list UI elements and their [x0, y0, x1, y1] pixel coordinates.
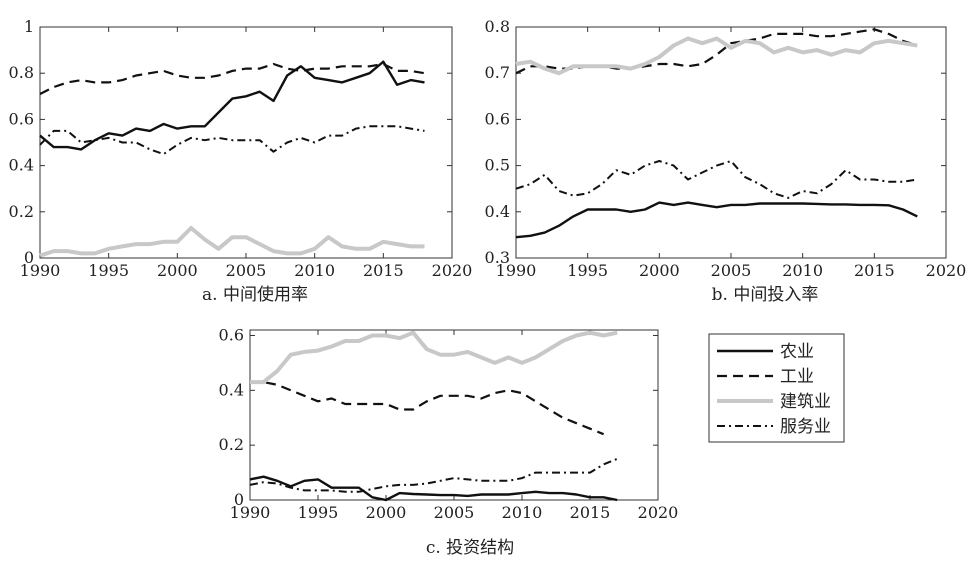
legend-label-4: 服务业 [780, 417, 831, 437]
y-tick-label: 0.5 [485, 156, 510, 175]
x-tick-label: 1990 [230, 503, 271, 522]
chart-panel-1: 1990 1995 2000 2005 2010 2015 2020 0 0.2 0.4 0.6 0.… [9, 17, 473, 305]
series-line-3 [39, 226, 425, 258]
series-line-4 [515, 160, 918, 199]
y-tick-label: 0.2 [9, 202, 34, 221]
x-tick-label: 2000 [157, 261, 198, 280]
x-tick-label: 2005 [226, 261, 267, 280]
x-tick-label: 2005 [711, 261, 752, 280]
x-tick-label: 2000 [639, 261, 680, 280]
chart-caption: b. 中间投入率 [712, 285, 819, 305]
series-line-4 [249, 457, 618, 493]
y-tick-label: 0.8 [485, 17, 510, 36]
legend-label-3: 建筑业 [780, 392, 831, 412]
y-tick-label: 0.3 [485, 248, 510, 267]
x-tick-label: 2020 [638, 503, 679, 522]
y-tick-label: 0.4 [219, 380, 244, 399]
y-tick-label: 0.6 [219, 325, 244, 344]
legend-label-1: 农业 [780, 342, 814, 362]
y-tick-label: 0.2 [219, 435, 244, 454]
y-tick-label: 0.7 [485, 63, 510, 82]
x-tick-label: 1990 [20, 261, 61, 280]
series-line-4 [39, 125, 425, 156]
series-line-3 [515, 36, 918, 76]
x-tick-label: 1995 [298, 503, 339, 522]
x-tick-label: 2010 [502, 503, 543, 522]
x-tick-label: 2020 [432, 261, 473, 280]
x-tick-label: 2000 [366, 503, 407, 522]
y-tick-label: 0.6 [485, 109, 510, 128]
series-line-2 [39, 62, 425, 95]
chart-caption: c. 投资结构 [426, 538, 514, 558]
series-line-2 [250, 381, 605, 436]
x-tick-label: 1995 [567, 261, 608, 280]
legend-label-2: 工业 [780, 367, 814, 387]
chart-panel-2: 1990 1995 2000 2005 2010 2015 2020 0.3 0.4 0.5 0.6… [485, 17, 967, 305]
series-line-1 [249, 475, 618, 502]
x-tick-label: 2020 [926, 261, 967, 280]
x-tick-label: 2015 [854, 261, 895, 280]
x-tick-label: 1990 [496, 261, 537, 280]
x-tick-label: 2005 [434, 503, 475, 522]
y-tick-label: 0.6 [9, 109, 34, 128]
y-tick-label: 0.8 [9, 63, 34, 82]
chart-caption: a. 中间使用率 [202, 284, 308, 305]
y-tick-label: 0.4 [485, 202, 510, 221]
chart-panel-3: 1990 1995 2000 2005 2010 2015 2020 0 0.2 0.4 0.6 c.… [219, 325, 679, 558]
series-line-3 [250, 330, 618, 385]
x-tick-label: 2010 [294, 261, 335, 280]
x-tick-label: 1995 [88, 261, 129, 280]
y-tick-label: 1 [24, 17, 34, 36]
series-line-1 [39, 60, 425, 151]
plot-frame [39, 26, 453, 259]
y-tick-label: 0 [234, 490, 244, 509]
x-tick-label: 2010 [782, 261, 823, 280]
plot-frame [515, 26, 947, 259]
x-tick-label: 2015 [570, 503, 611, 522]
y-tick-label: 0 [24, 248, 34, 267]
series-line-1 [515, 201, 918, 239]
x-tick-label: 2015 [363, 261, 404, 280]
y-tick-label: 0.4 [9, 156, 34, 175]
